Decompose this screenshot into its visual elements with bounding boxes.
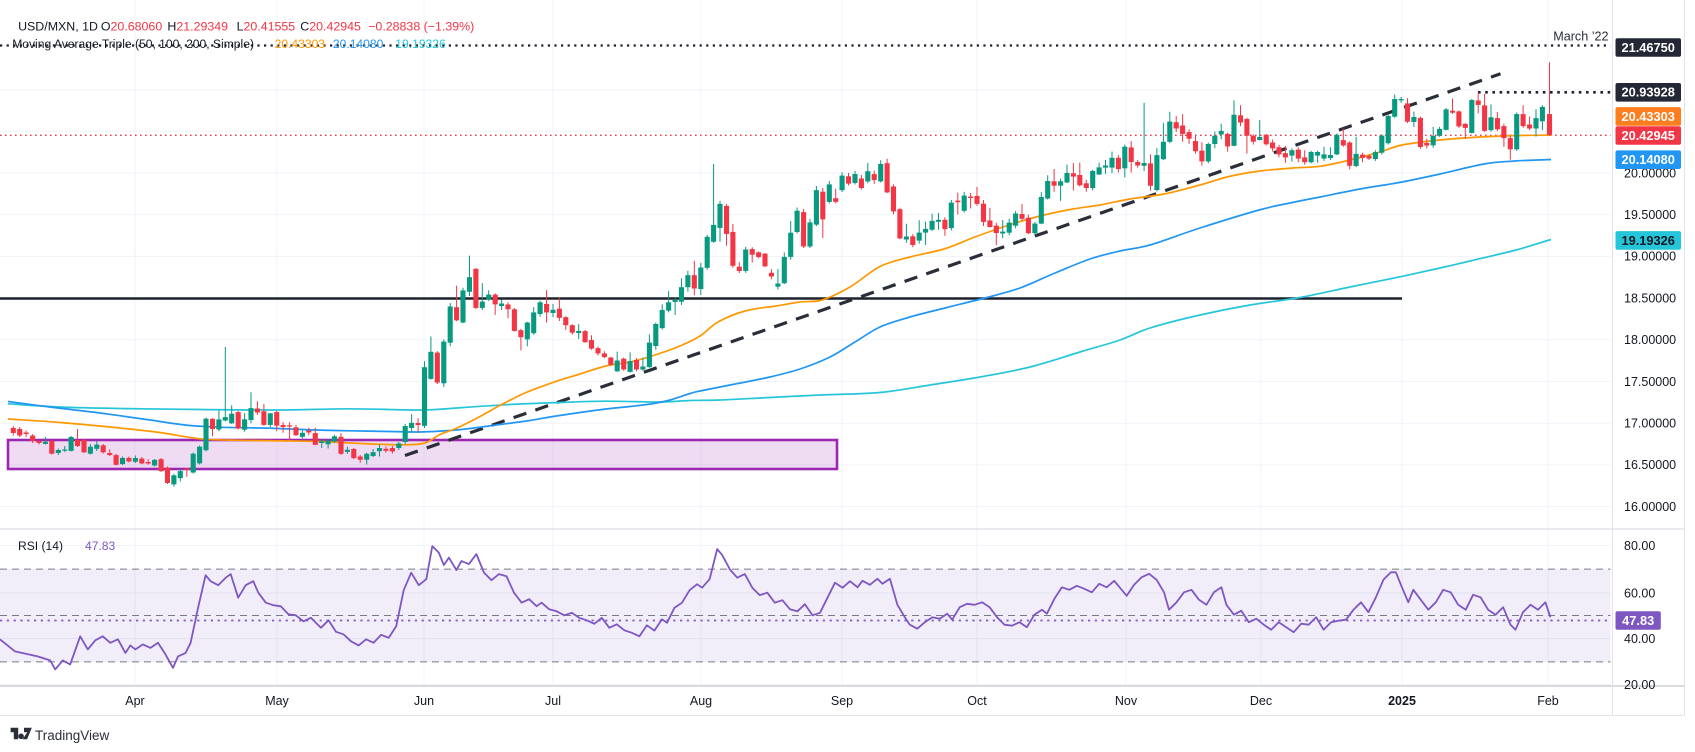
svg-text:20.42945: 20.42945 [1622,128,1675,143]
svg-text:Jul: Jul [545,694,561,708]
svg-text:Feb: Feb [1537,694,1559,708]
svg-text:20.93928: 20.93928 [1622,85,1675,100]
svg-text:Oct: Oct [967,694,987,708]
svg-text:17.00000: 17.00000 [1624,417,1676,431]
svg-text:Dec: Dec [1250,694,1272,708]
svg-text:19.50000: 19.50000 [1624,208,1676,222]
svg-text:Moving Average Triple (50, 100: Moving Average Triple (50, 100, 200, Sim… [12,37,446,51]
svg-text:RSI (14)47.83: RSI (14) 47.83 [18,539,116,553]
svg-text:19.19326: 19.19326 [1622,233,1675,248]
svg-text:40.00: 40.00 [1624,632,1655,646]
svg-text:18.00000: 18.00000 [1624,333,1676,347]
svg-text:20.00000: 20.00000 [1624,166,1676,180]
svg-text:Nov: Nov [1115,694,1138,708]
svg-text:20.00: 20.00 [1624,678,1655,692]
svg-text:May: May [265,694,289,708]
svg-text:18.50000: 18.50000 [1624,291,1676,305]
svg-text:19.00000: 19.00000 [1624,250,1676,264]
svg-text:16.50000: 16.50000 [1624,458,1676,472]
svg-text:80.00: 80.00 [1624,539,1655,553]
svg-text:TradingView: TradingView [35,728,110,743]
svg-text:20.43303: 20.43303 [1622,109,1675,124]
svg-text:2025: 2025 [1388,694,1416,708]
svg-text:Aug: Aug [690,694,712,708]
svg-text:March ’22: March ’22 [1553,30,1608,44]
svg-text:Sep: Sep [831,694,853,708]
svg-text:17.50000: 17.50000 [1624,375,1676,389]
svg-text:21.46750: 21.46750 [1622,40,1675,55]
svg-text:Apr: Apr [125,694,144,708]
svg-text:16.00000: 16.00000 [1624,500,1676,514]
svg-text:47.83: 47.83 [1622,613,1654,628]
svg-text:Jun: Jun [414,694,434,708]
svg-text:60.00: 60.00 [1624,586,1655,600]
svg-text:20.14080: 20.14080 [1622,152,1675,167]
